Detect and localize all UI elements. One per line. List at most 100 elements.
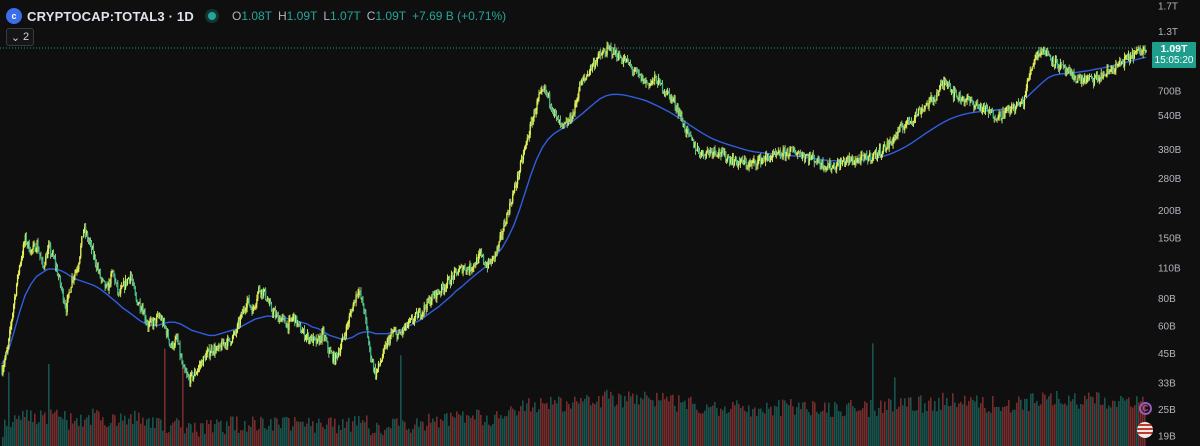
volume-bar bbox=[768, 408, 770, 446]
volume-bar bbox=[388, 426, 390, 446]
volume-bar bbox=[130, 414, 132, 446]
volume-bar bbox=[682, 401, 684, 446]
volume-bar bbox=[334, 418, 336, 446]
volume-bar bbox=[964, 395, 966, 446]
volume-bar bbox=[736, 400, 738, 446]
y-tick-label: 60B bbox=[1158, 321, 1176, 332]
y-tick-label: 33B bbox=[1158, 379, 1176, 390]
y-tick-label: 1.7T bbox=[1158, 1, 1178, 12]
volume-bar bbox=[750, 416, 752, 446]
volume-bar bbox=[476, 409, 478, 446]
volume-bar bbox=[752, 409, 754, 446]
volume-bar bbox=[1110, 407, 1112, 446]
volume-bar bbox=[836, 404, 838, 446]
volume-bar bbox=[804, 401, 806, 446]
volume-bar bbox=[530, 411, 532, 446]
volume-bar bbox=[8, 372, 10, 446]
volume-bar bbox=[572, 402, 574, 446]
volume-bar bbox=[672, 394, 674, 446]
volume-bar bbox=[278, 424, 280, 446]
volume-bar bbox=[740, 408, 742, 446]
volume-bar bbox=[2, 436, 4, 446]
volume-bar bbox=[550, 396, 552, 446]
volume-bar bbox=[500, 415, 502, 446]
volume-bar bbox=[382, 435, 384, 446]
volume-bar bbox=[552, 404, 554, 446]
volume-bar bbox=[48, 364, 50, 446]
volume-bar bbox=[1098, 392, 1100, 446]
volume-bar bbox=[874, 410, 876, 446]
volume-bar bbox=[396, 418, 398, 446]
volume-bar bbox=[906, 406, 908, 446]
volume-bar bbox=[36, 424, 38, 446]
volume-bar bbox=[104, 425, 106, 446]
volume-bar bbox=[972, 399, 974, 446]
y-tick-label: 1.3T bbox=[1158, 27, 1178, 38]
volume-bar bbox=[464, 422, 466, 446]
volume-bar bbox=[756, 416, 758, 446]
volume-bar bbox=[144, 425, 146, 446]
volume-bar bbox=[110, 422, 112, 446]
volume-bar bbox=[712, 405, 714, 446]
volume-bar bbox=[594, 404, 596, 446]
volume-bar bbox=[598, 396, 600, 446]
volume-bar bbox=[868, 417, 870, 446]
volume-bar bbox=[50, 409, 52, 446]
volume-bar bbox=[472, 415, 474, 446]
volume-bar bbox=[830, 416, 832, 446]
volume-bar bbox=[332, 426, 334, 446]
volume-bar bbox=[810, 415, 812, 446]
volume-bar bbox=[4, 419, 6, 446]
volume-bar bbox=[250, 426, 252, 446]
volume-bar bbox=[1042, 392, 1044, 446]
open-label: O bbox=[231, 9, 242, 23]
volume-bar bbox=[108, 426, 110, 446]
volume-bar bbox=[878, 407, 880, 446]
volume-bar bbox=[98, 411, 100, 446]
volume-bar bbox=[528, 398, 530, 446]
volume-bar bbox=[1054, 404, 1056, 446]
volume-bar bbox=[490, 426, 492, 446]
volume-bar bbox=[1052, 405, 1054, 446]
volume-bar bbox=[952, 393, 954, 446]
volume-bar bbox=[394, 419, 396, 446]
volume-bar bbox=[306, 423, 308, 446]
volume-bar bbox=[760, 408, 762, 446]
volume-bar bbox=[106, 427, 108, 446]
volume-bar bbox=[738, 403, 740, 446]
volume-bar bbox=[252, 416, 254, 446]
volume-bar bbox=[1108, 405, 1110, 446]
volume-bar bbox=[882, 412, 884, 446]
volume-bar bbox=[938, 397, 940, 446]
volume-bar bbox=[56, 409, 58, 446]
volume-bar bbox=[448, 425, 450, 446]
volume-bar bbox=[956, 407, 958, 446]
volume-bar bbox=[1086, 399, 1088, 446]
volume-bar bbox=[234, 430, 236, 446]
volume-bar bbox=[246, 431, 248, 446]
us-flag-icon[interactable] bbox=[1137, 422, 1153, 438]
symbol-title[interactable]: CRYPTOCAP:TOTAL3 · 1D bbox=[27, 8, 194, 24]
volume-bar bbox=[494, 414, 496, 446]
volume-bar bbox=[484, 421, 486, 446]
volume-bar bbox=[688, 398, 690, 446]
volume-bar bbox=[428, 413, 430, 446]
volume-bar bbox=[788, 405, 790, 446]
y-tick-label: 19B bbox=[1158, 431, 1176, 442]
event-icon[interactable]: C bbox=[1139, 402, 1152, 415]
volume-bar bbox=[796, 407, 798, 446]
volume-bar bbox=[418, 426, 420, 446]
indicators-toggle-button[interactable]: ⌄ 2 bbox=[6, 28, 34, 46]
volume-bar bbox=[1040, 404, 1042, 446]
volume-bar bbox=[1016, 402, 1018, 446]
volume-bar bbox=[960, 401, 962, 446]
volume-bar bbox=[860, 410, 862, 446]
volume-bar bbox=[154, 427, 156, 446]
volume-bar bbox=[88, 415, 90, 446]
volume-bar bbox=[870, 399, 872, 446]
volume-bar bbox=[416, 418, 418, 446]
cryptocap-logo-icon: c bbox=[6, 8, 22, 24]
volume-bar bbox=[840, 411, 842, 446]
volume-bar bbox=[386, 427, 388, 446]
